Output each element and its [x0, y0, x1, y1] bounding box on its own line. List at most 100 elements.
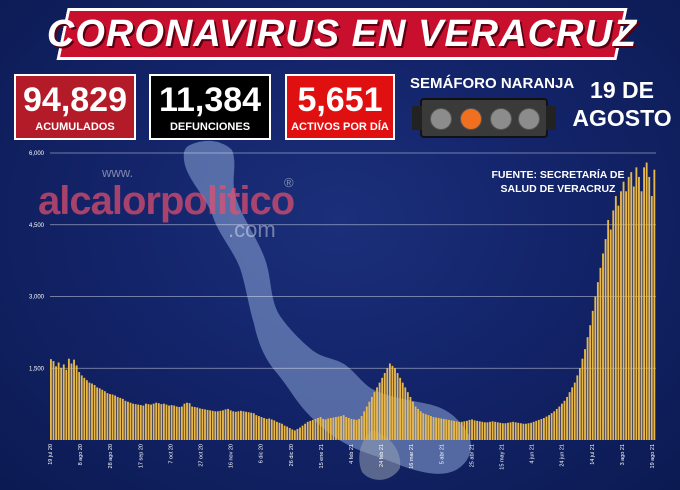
- bar: [150, 404, 152, 440]
- stat-label: ACUMULADOS: [35, 121, 115, 133]
- bar: [507, 422, 509, 440]
- bar: [519, 423, 522, 440]
- stat-label: ACTIVOS POR DÍA: [291, 121, 389, 133]
- bar: [191, 406, 194, 440]
- bar: [106, 393, 109, 440]
- bar: [640, 191, 643, 440]
- bar: [229, 410, 232, 440]
- bar: [309, 420, 312, 440]
- bar: [296, 429, 299, 440]
- source-note: FUENTE: SECRETARÍA DE SALUD DE VERACRUZ: [478, 168, 638, 196]
- bar: [463, 421, 466, 440]
- bar: [139, 405, 142, 440]
- bar: [232, 411, 235, 440]
- bar: [327, 418, 330, 440]
- bar: [281, 423, 283, 440]
- bar: [85, 380, 88, 440]
- bar: [337, 416, 340, 440]
- bar: [247, 412, 250, 440]
- bar: [75, 365, 78, 440]
- bar: [278, 422, 281, 440]
- bar: [553, 411, 556, 440]
- bar: [101, 389, 104, 440]
- bar: [468, 419, 471, 440]
- bar: [550, 413, 553, 440]
- bar: [494, 421, 497, 440]
- bar: [496, 422, 499, 440]
- bar: [273, 420, 276, 440]
- bar: [88, 382, 91, 440]
- bar: [540, 418, 543, 440]
- bar: [365, 406, 368, 440]
- bar: [263, 418, 265, 440]
- bar: [430, 416, 432, 440]
- bar: [591, 310, 594, 440]
- bar: [378, 382, 381, 440]
- bar: [455, 421, 458, 440]
- bar: [291, 429, 294, 440]
- x-tick-label: 14 jul 21: [590, 444, 596, 465]
- watermark-logo: www. alcalorpolitico ® .com: [38, 165, 308, 245]
- x-tick-label: 25 abr 21: [469, 444, 475, 467]
- bar: [114, 395, 117, 440]
- bar: [52, 361, 55, 440]
- bar: [234, 411, 237, 440]
- bar: [409, 396, 412, 440]
- stat-activos: 5,651 ACTIVOS POR DÍA: [285, 74, 395, 140]
- bar: [186, 402, 188, 440]
- bar: [360, 416, 363, 440]
- x-tick-label: 3 ago 21: [620, 444, 626, 465]
- x-tick-label: 6 dic 20: [259, 444, 265, 463]
- bar: [98, 388, 101, 440]
- light-3: [490, 108, 512, 130]
- bar: [448, 419, 450, 440]
- x-axis-labels: 19 jul 20 8 ago 20 28 ago 20 17 sep 20 7 oct…: [48, 444, 656, 470]
- x-tick-label: 16 nov 20: [229, 444, 235, 468]
- bar: [206, 409, 209, 440]
- bar: [50, 359, 52, 440]
- x-tick-label: 26 dic 20: [289, 444, 295, 466]
- bar: [119, 397, 122, 440]
- page-title: CORONAVIRUS EN VERACRUZ: [46, 12, 638, 55]
- bar: [283, 425, 286, 440]
- x-tick-label: 15 ene 21: [319, 444, 325, 468]
- x-tick-label: 28 ago 20: [108, 444, 114, 468]
- bar: [55, 366, 57, 440]
- bar: [129, 402, 132, 440]
- bar: [275, 421, 278, 440]
- bar: [491, 421, 494, 440]
- bar: [589, 325, 592, 440]
- bar: [293, 430, 296, 440]
- bar: [391, 365, 394, 440]
- x-tick-label: 17 sep 20: [138, 444, 144, 468]
- bar: [250, 412, 253, 440]
- bar: [460, 421, 463, 440]
- bar: [558, 406, 561, 440]
- bar: [643, 167, 646, 440]
- x-tick-label: 4 jun 21: [530, 444, 536, 464]
- traffic-light-icon: [412, 98, 556, 138]
- bar: [525, 423, 527, 440]
- bar: [211, 410, 214, 440]
- bar: [437, 418, 440, 440]
- bar: [555, 408, 558, 440]
- bar: [599, 267, 602, 440]
- light-4: [518, 108, 540, 130]
- bar: [581, 358, 584, 440]
- bar: [306, 421, 309, 440]
- bar: [132, 403, 135, 440]
- y-tick-label: 1,500: [29, 366, 45, 372]
- bar: [142, 405, 145, 440]
- bar: [270, 419, 273, 440]
- bar: [168, 405, 170, 440]
- source-line-1: FUENTE: SECRETARÍA DE: [491, 169, 625, 181]
- bar: [653, 169, 656, 440]
- bar: [453, 420, 455, 440]
- bar: [427, 415, 430, 440]
- watermark-registered: ®: [284, 175, 294, 190]
- bar: [109, 394, 111, 440]
- stat-defunciones: 11,384 DEFUNCIONES: [149, 74, 271, 140]
- y-axis-labels: 1,500 3,000 4,500 6,000: [29, 151, 45, 372]
- bar: [522, 423, 525, 440]
- bar: [530, 422, 533, 440]
